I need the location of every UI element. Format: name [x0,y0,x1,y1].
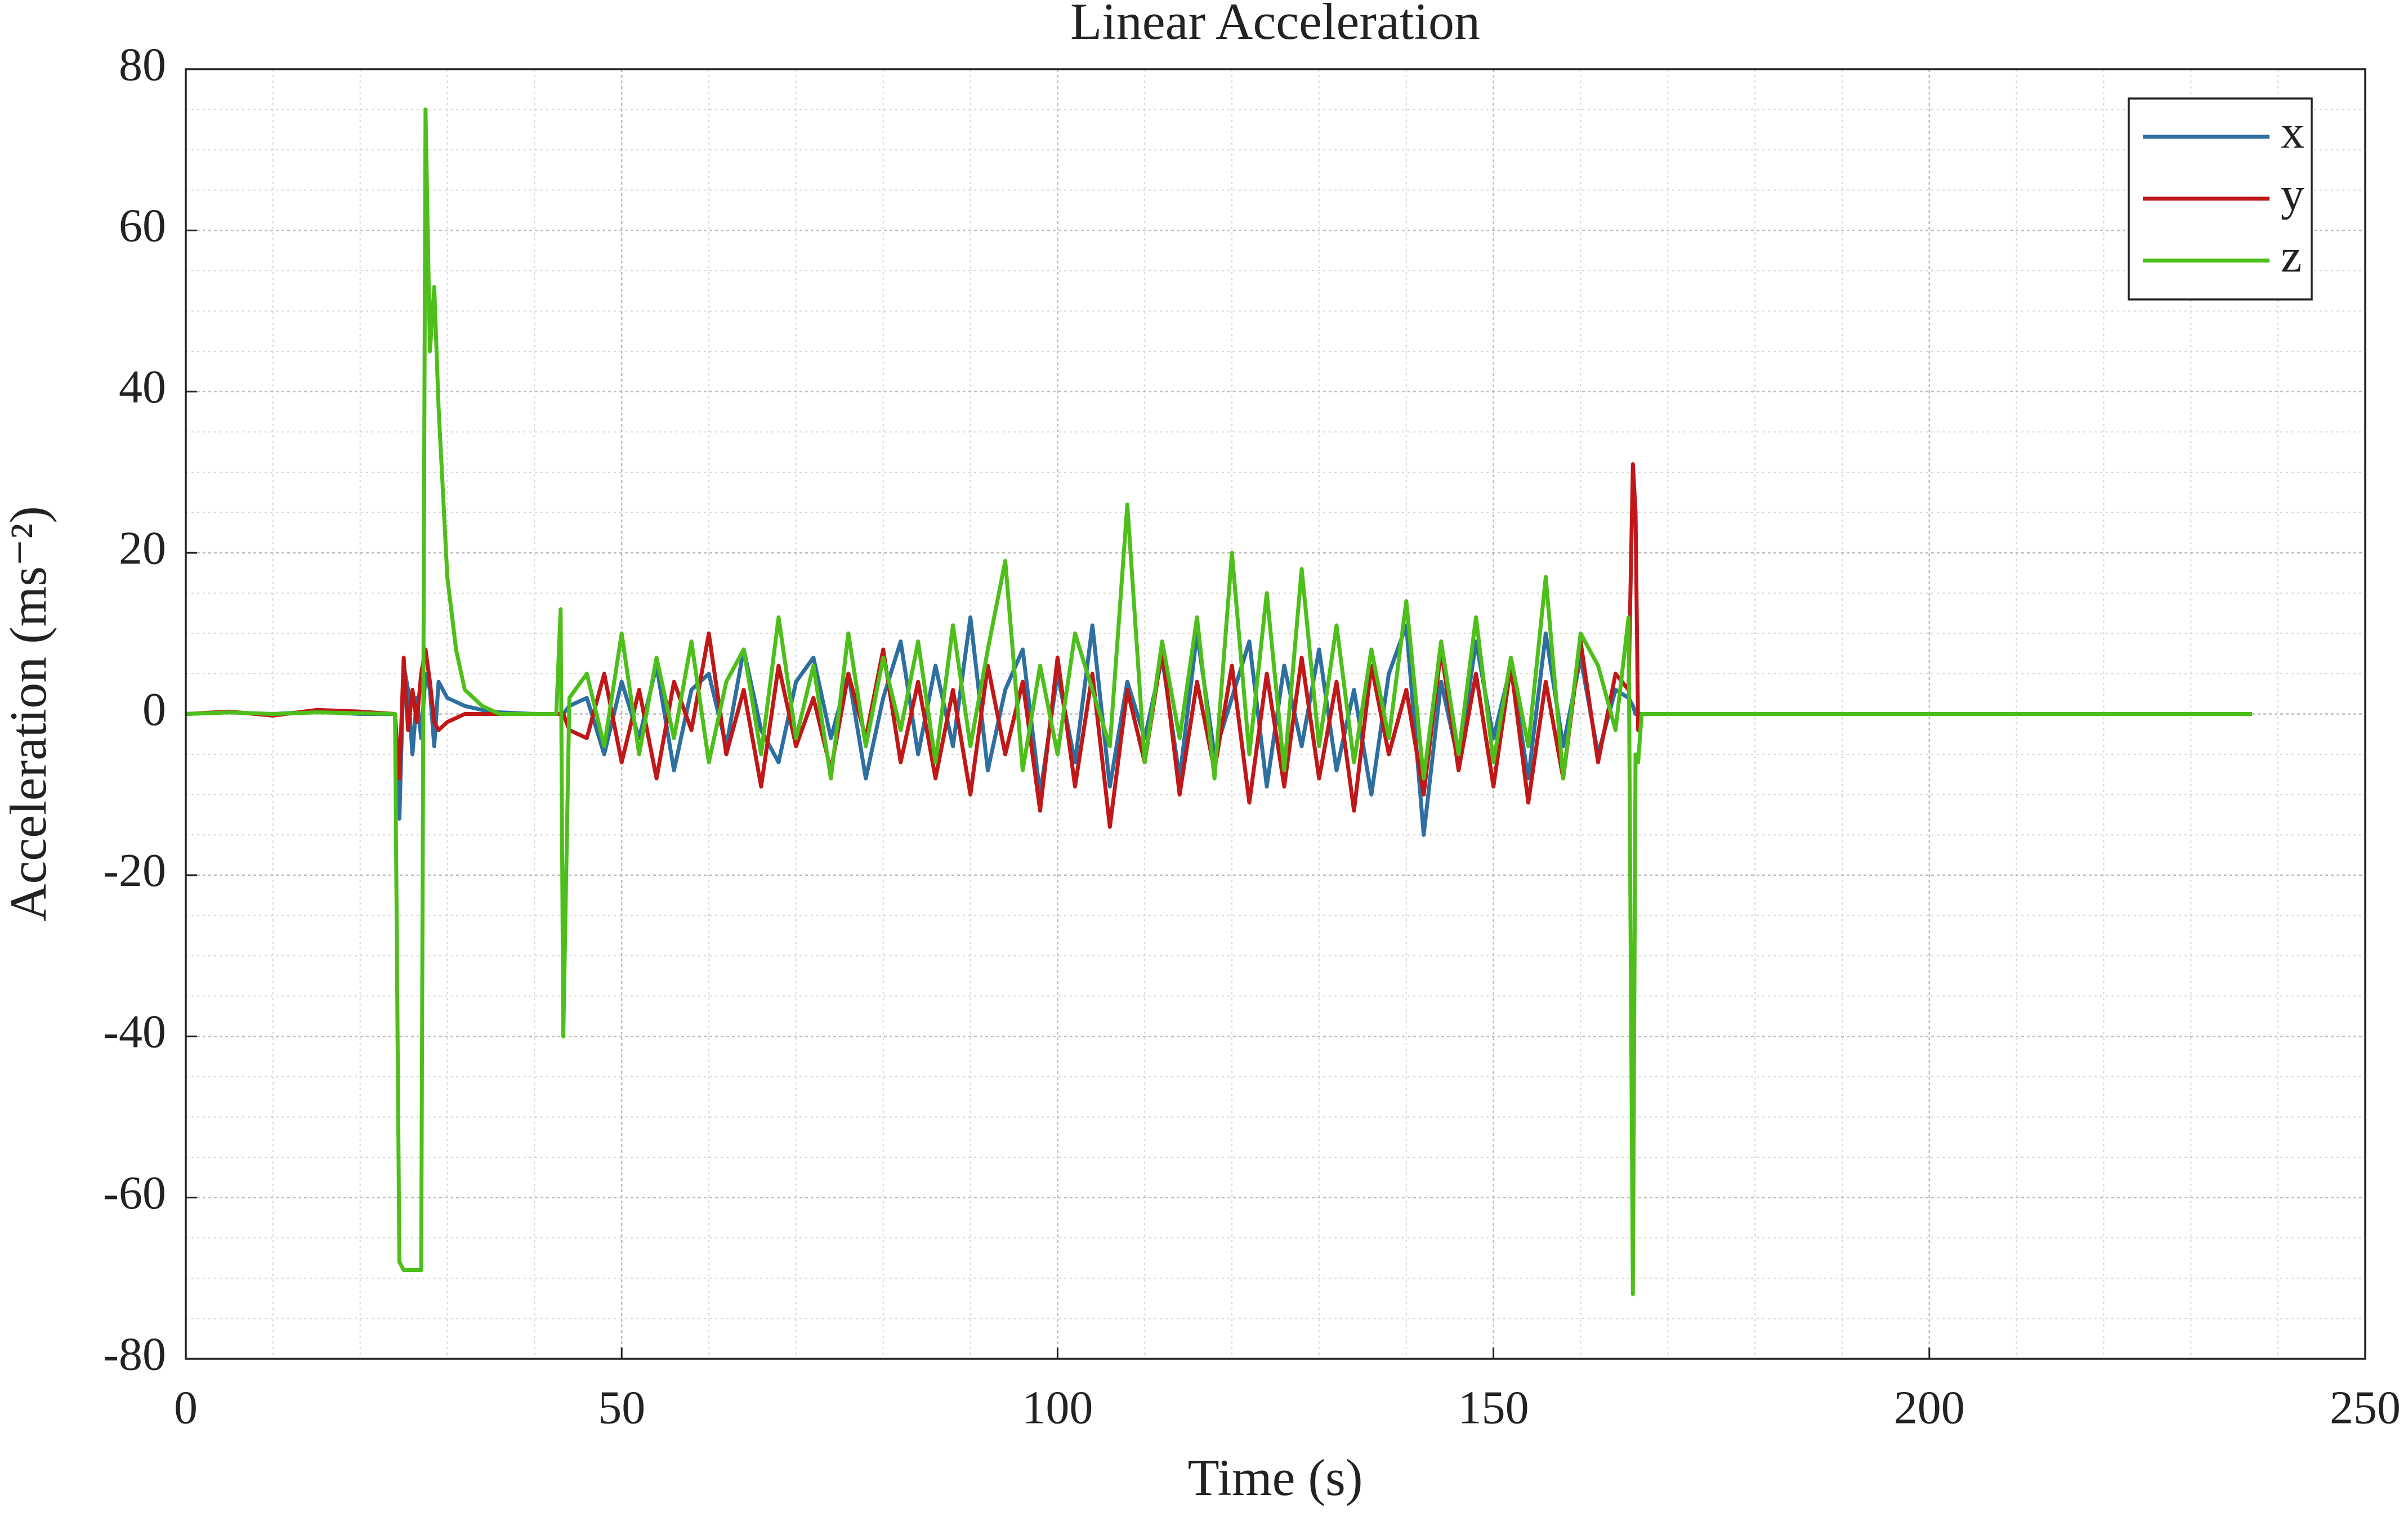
y-tick-label: 80 [119,38,166,91]
series-line [185,462,2252,829]
x-axis-label: Time (s) [1188,1449,1363,1506]
chart-title: Linear Acceleration [1070,0,1480,50]
y-tick-label: -40 [103,1006,166,1058]
series-line [185,108,2252,1296]
plot-frame [185,68,2366,1360]
y-tick-label: -80 [103,1328,166,1380]
x-tick-label: 100 [1022,1381,1093,1434]
legend-label: x [2281,106,2304,158]
legend-label: z [2281,230,2302,282]
y-tick-label: 60 [119,200,166,252]
x-tick-label: 50 [598,1381,645,1434]
y-tick-label: 40 [119,361,166,413]
y-tick-label: -20 [103,844,166,897]
legend-label: y [2281,168,2304,220]
y-tick-label: -60 [103,1167,166,1219]
y-axis-label: Acceleration (ms⁻²) [0,506,57,921]
y-tick-label: 20 [119,522,166,574]
x-tick-label: 250 [2330,1381,2401,1434]
y-tick-label: 0 [142,683,166,736]
x-tick-label: 150 [1458,1381,1529,1434]
x-tick-label: 200 [1894,1381,1965,1434]
x-tick-label: 0 [174,1381,198,1434]
